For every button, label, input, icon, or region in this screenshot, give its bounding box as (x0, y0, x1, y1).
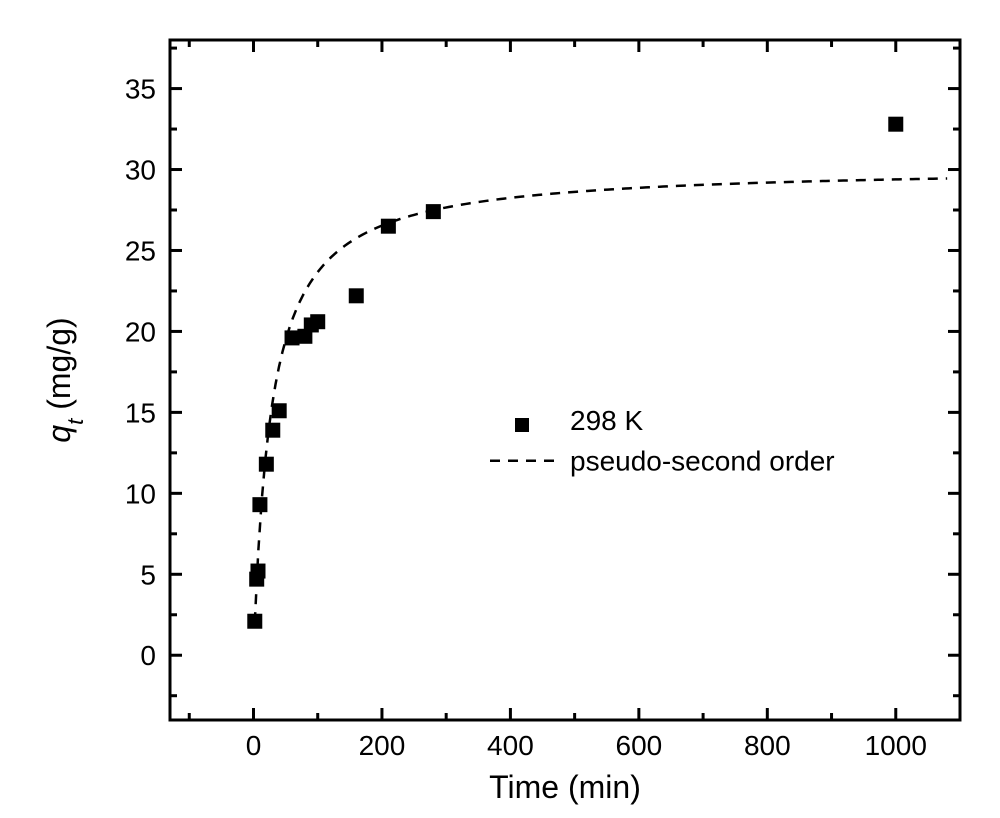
data-point (285, 330, 300, 345)
legend-marker-icon (515, 418, 529, 432)
kinetics-chart: 0 200 400 600 800 1000 0 5 10 15 20 25 30 35 Time (min… (0, 0, 1000, 818)
data-point (252, 497, 267, 512)
legend: 298 K pseudo-second order (490, 405, 835, 477)
data-point (888, 117, 903, 132)
y-axis-label: qt (mg/g) (41, 317, 88, 442)
x-tick-label: 0 (246, 730, 262, 761)
legend-item-label: pseudo-second order (570, 446, 835, 477)
y-tick-label: 0 (140, 640, 156, 671)
y-tick-label: 35 (125, 74, 156, 105)
x-tick-label: 200 (359, 730, 406, 761)
plot-frame (170, 40, 960, 720)
y-tick-label: 5 (140, 559, 156, 590)
data-point (349, 288, 364, 303)
x-axis-label: Time (min) (489, 769, 641, 805)
y-tick-label: 15 (125, 397, 156, 428)
data-point (265, 423, 280, 438)
model-curve-pseudo-second-order (255, 178, 947, 622)
x-tick-label: 1000 (865, 730, 927, 761)
legend-item-label: 298 K (570, 405, 643, 436)
y-tick-label: 25 (125, 235, 156, 266)
data-point (272, 403, 287, 418)
chart-container: 0 200 400 600 800 1000 0 5 10 15 20 25 30 35 Time (min… (0, 0, 1000, 818)
x-tick-label: 600 (616, 730, 663, 761)
data-point (426, 204, 441, 219)
data-point (247, 614, 262, 629)
data-point (250, 564, 265, 579)
data-point (259, 457, 274, 472)
data-point (310, 314, 325, 329)
x-tick-label: 800 (744, 730, 791, 761)
y-tick-label: 20 (125, 316, 156, 347)
data-point (381, 219, 396, 234)
y-tick-label: 30 (125, 155, 156, 186)
x-tick-label: 400 (487, 730, 534, 761)
y-tick-label: 10 (125, 478, 156, 509)
